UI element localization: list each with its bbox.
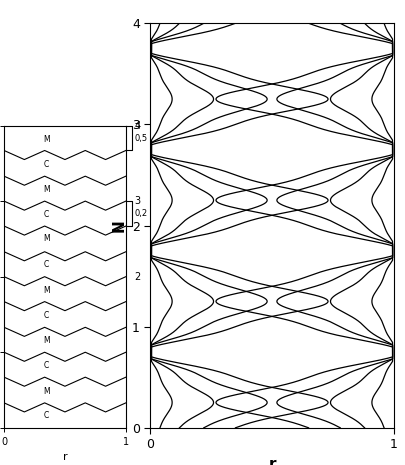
Text: M: M <box>43 336 50 345</box>
Text: C: C <box>44 361 49 370</box>
Text: M: M <box>43 387 50 396</box>
Text: 0,2: 0,2 <box>134 209 147 218</box>
Text: C: C <box>44 260 49 269</box>
Text: C: C <box>44 210 49 219</box>
Text: C: C <box>44 411 49 420</box>
X-axis label: r: r <box>62 452 67 462</box>
Text: 2: 2 <box>134 272 140 282</box>
Text: 0,5: 0,5 <box>134 133 147 142</box>
Text: M: M <box>43 234 50 243</box>
X-axis label: r: r <box>268 457 275 465</box>
Text: 3: 3 <box>134 196 140 206</box>
Text: M: M <box>43 286 50 295</box>
Text: 4: 4 <box>134 120 140 131</box>
Text: C: C <box>44 312 49 320</box>
Text: M: M <box>43 135 50 144</box>
Y-axis label: N: N <box>111 219 126 232</box>
Text: C: C <box>44 160 49 169</box>
Text: M: M <box>43 185 50 193</box>
